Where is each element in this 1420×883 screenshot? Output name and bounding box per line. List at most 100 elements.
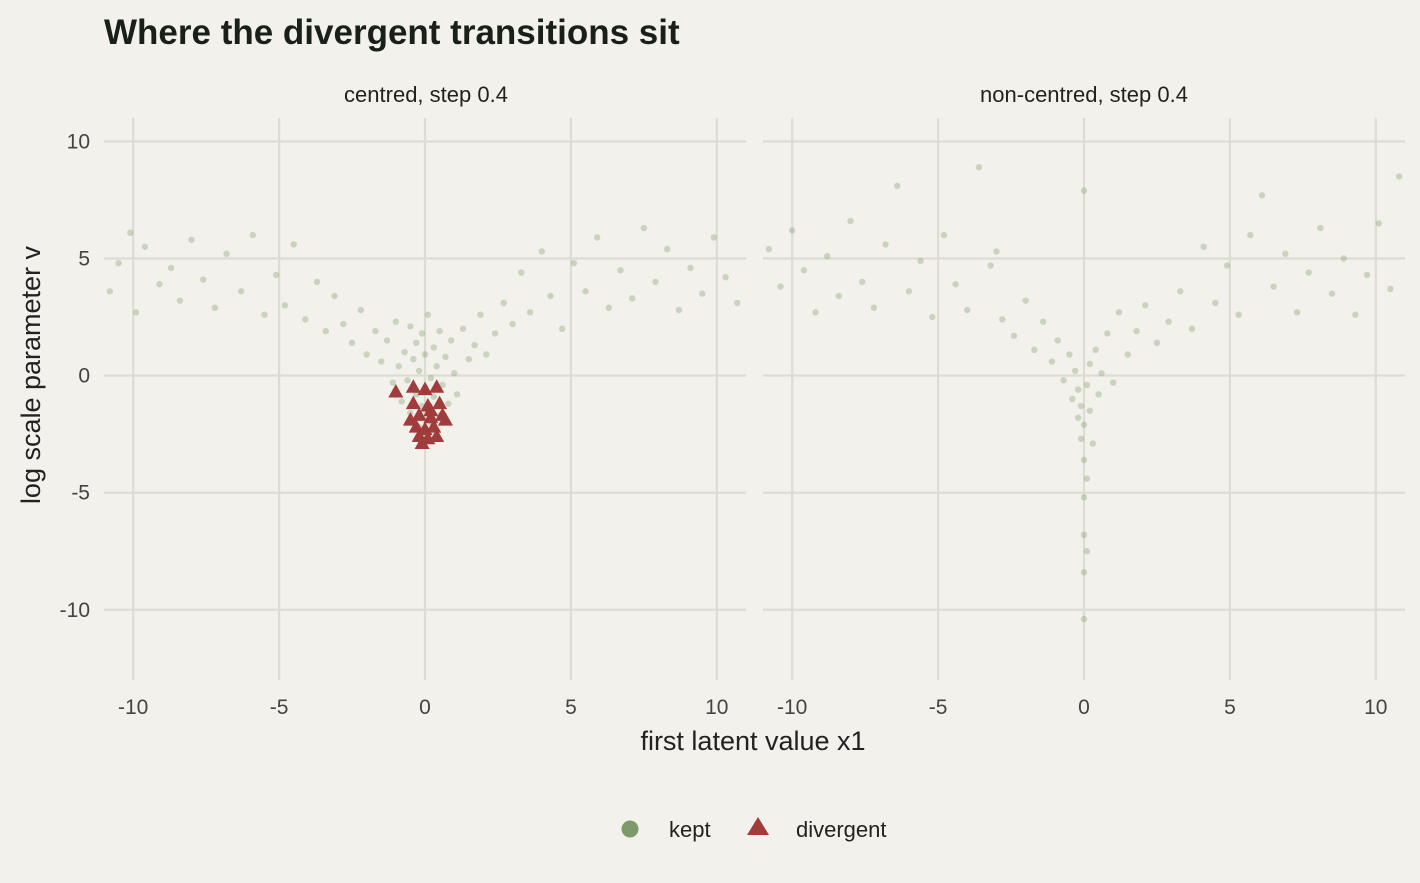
kept-point [1133, 327, 1140, 335]
kept-point [1054, 337, 1061, 344]
legend-kept-marker [621, 820, 639, 838]
kept-point [378, 358, 385, 365]
x-tick-label: -5 [270, 696, 289, 719]
kept-point [357, 306, 364, 314]
x-tick-label: 10 [705, 696, 728, 719]
kept-point [1092, 346, 1099, 354]
kept-point [363, 351, 370, 358]
x-tick-label: -10 [118, 696, 148, 719]
kept-point [675, 306, 683, 314]
strip-label-non-centred: non-centred, step 0.4 [980, 82, 1188, 107]
kept-point [859, 278, 866, 286]
kept-point [1328, 290, 1336, 297]
kept-point [952, 281, 959, 288]
kept-point [383, 337, 391, 344]
y-axis-title: log scale parameter v [16, 245, 46, 504]
kept-point [421, 351, 429, 358]
kept-point [427, 374, 435, 382]
kept-point [404, 377, 411, 384]
kept-point [547, 292, 554, 300]
kept-point [395, 363, 402, 370]
legend-divergent-label: divergent [796, 817, 887, 842]
divergent-point [408, 419, 424, 433]
kept-point [106, 288, 114, 295]
kept-point [824, 252, 831, 260]
panel-centred: centred, step 0.4 -10 -5 0 5 10 [104, 82, 746, 719]
kept-point [483, 351, 490, 358]
legend-divergent-marker [747, 817, 769, 835]
kept-point [450, 370, 458, 377]
kept-point [453, 391, 461, 398]
kept-point [1080, 569, 1088, 576]
kept-point [188, 236, 195, 243]
kept-point [1375, 220, 1382, 227]
divergent-point [388, 383, 404, 398]
kept-point [1293, 309, 1301, 316]
divergent-point [429, 379, 445, 393]
kept-point [1083, 381, 1091, 389]
x-tick-label: 10 [1364, 696, 1387, 719]
kept-point [439, 381, 446, 389]
kept-point [605, 304, 613, 311]
y-tick-label: 0 [78, 365, 90, 388]
kept-point [1387, 285, 1394, 293]
kept-point [1060, 377, 1067, 384]
kept-point [331, 292, 338, 300]
kept-point [407, 323, 414, 330]
kept-point [1080, 456, 1088, 464]
kept-point [1077, 435, 1085, 443]
kept-point [812, 309, 819, 316]
divergent-point [402, 412, 418, 426]
kept-point [917, 257, 924, 265]
kept-point [987, 262, 994, 269]
kept-point [558, 325, 566, 332]
kept-point [211, 304, 219, 311]
kept-point [964, 306, 971, 314]
kept-point [1080, 421, 1088, 428]
kept-point [477, 311, 484, 318]
kept-point [1083, 475, 1091, 482]
legend-kept-label: kept [669, 817, 711, 842]
kept-point [415, 367, 423, 375]
kept-point [1074, 414, 1082, 421]
kept-point [777, 283, 784, 290]
y-tick-label: -10 [60, 599, 90, 622]
kept-point [491, 330, 499, 337]
kept-point [1095, 391, 1102, 398]
kept-point [322, 327, 329, 335]
kept-point [465, 355, 472, 363]
kept-point [127, 229, 134, 236]
kept-point [389, 379, 397, 386]
kept-point [1200, 243, 1207, 250]
divergent-point [405, 395, 421, 410]
kept-point [141, 243, 149, 250]
legend: kept divergent [621, 817, 887, 842]
divergent-point [405, 379, 421, 393]
kept-point [448, 337, 455, 344]
x-tick-label: 0 [419, 696, 431, 719]
kept-point [975, 163, 983, 171]
kept-point [413, 339, 420, 346]
kept-point [471, 341, 478, 349]
kept-point [847, 217, 854, 225]
kept-point [223, 250, 230, 258]
kept-point [1142, 302, 1149, 309]
kept-point [340, 320, 347, 328]
divergent-point [437, 412, 453, 426]
kept-point [628, 295, 636, 302]
kept-point [1022, 297, 1029, 304]
kept-point [1212, 299, 1219, 307]
kept-point [687, 264, 694, 272]
kept-point [1104, 330, 1111, 337]
kept-point [905, 288, 913, 295]
kept-point [1048, 358, 1056, 365]
y-tick-label: -5 [71, 482, 90, 505]
kept-point [1069, 395, 1076, 403]
kept-point [800, 267, 808, 274]
kept-point [433, 363, 440, 370]
y-tick-label: 5 [78, 248, 90, 271]
kept-point [1177, 288, 1184, 295]
kept-point [1086, 407, 1094, 414]
kept-point [699, 290, 706, 297]
